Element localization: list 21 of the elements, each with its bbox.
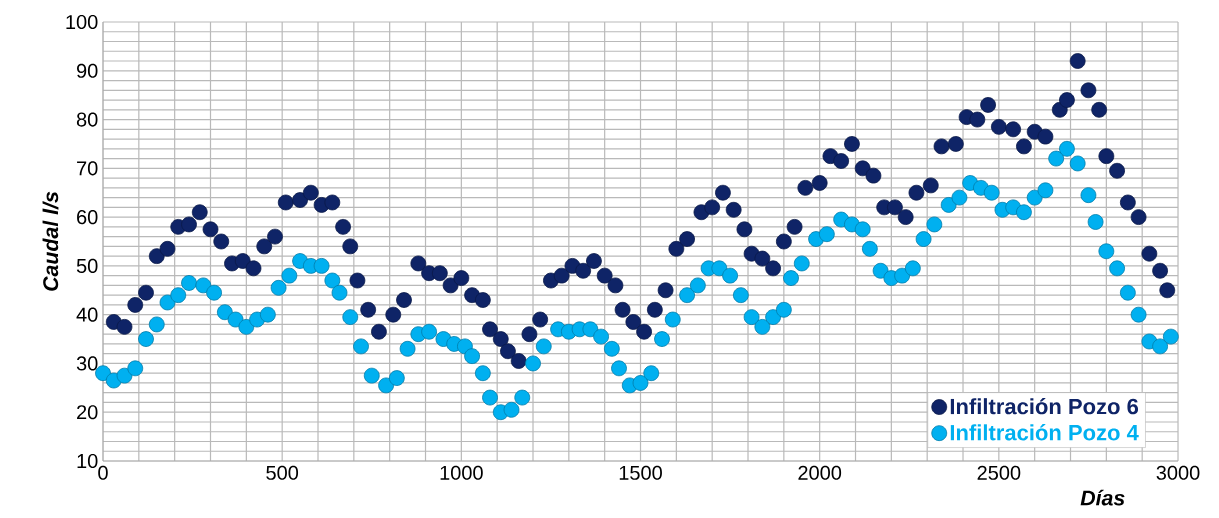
x-tick-label: 3000	[1156, 465, 1200, 480]
y-tick-label: 20	[77, 405, 98, 420]
y-axis-title: Caudal l/s	[42, 191, 59, 291]
y-tick-label: 30	[76, 356, 98, 371]
x-tick-label: 500	[266, 465, 299, 480]
x-tick-label: 2500	[977, 465, 1021, 480]
x-axis-title: Días	[1080, 489, 1125, 506]
y-tick-label: 70	[77, 161, 98, 176]
x-tick-label: 2000	[798, 465, 842, 480]
x-tick-label: 1000	[440, 465, 483, 480]
y-tick-label: 80	[76, 112, 98, 127]
y-tick-label: 40	[76, 307, 98, 322]
legend-label: Infiltración Pozo 4	[950, 424, 1139, 441]
y-tick-label: 10	[77, 453, 98, 469]
y-tick-label: 50	[76, 258, 98, 273]
y-tick-label: 90	[76, 63, 98, 78]
legend-label: Infiltración Pozo 6	[950, 397, 1139, 415]
y-tick-label: 100	[66, 14, 98, 30]
y-tick-label: 60	[77, 210, 98, 225]
x-tick-label: 1500	[619, 465, 662, 480]
x-tick-label: 0	[98, 465, 108, 480]
